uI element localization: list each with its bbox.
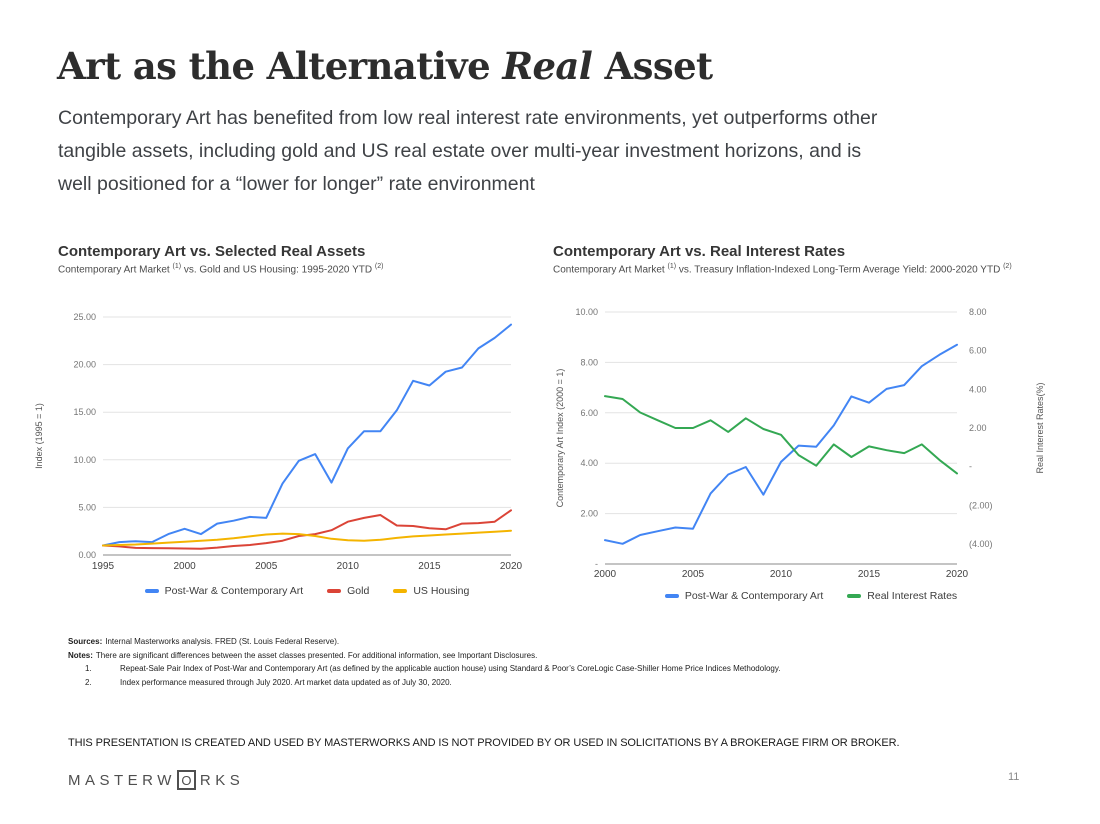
legend-swatch [327, 589, 342, 594]
footnote-ref-1: (1) [667, 263, 677, 270]
x-axis-tick-label: 2000 [173, 561, 196, 572]
x-axis-tick-label: 1995 [92, 561, 115, 572]
y-axis-tick-label: 8.00 [580, 358, 598, 368]
y-axis-tick-label: 15.00 [73, 408, 96, 418]
chart-subtitle-text: vs. Treasury Inflation-Indexed Long-Term… [676, 264, 1004, 276]
x-axis-tick-label: 2020 [946, 569, 969, 580]
page-number: 11 [1008, 771, 1020, 783]
footnote-number: 2. [85, 677, 92, 687]
masterworks-logo: MASTERW O RKS [68, 770, 244, 790]
y-axis-tick-label: 10.00 [575, 307, 598, 317]
chart-subtitle: Contemporary Art Market (1) vs. Treasury… [553, 263, 1073, 275]
footnote-text: Index performance measured through July … [120, 677, 452, 687]
sources-text: Internal Masterworks analysis. FRED (St.… [105, 637, 340, 646]
right-axis-tick-label: 8.00 [969, 307, 987, 317]
chart-legend: Post-War & Contemporary Art Gold US Housin… [103, 585, 511, 597]
x-axis-tick-label: 2005 [255, 561, 278, 572]
disclaimer-text: THIS PRESENTATION IS CREATED AND USED BY… [68, 737, 900, 749]
logo-text-pre: MASTERW [68, 771, 176, 789]
sources-row: Sources: Internal Masterworks analysis. F… [68, 635, 1008, 649]
right-axis-tick-label: 6.00 [969, 346, 987, 356]
logo-text-post: RKS [199, 771, 245, 789]
intro-line-1: Contemporary Art has benefited from low … [58, 107, 878, 129]
slide-title-post: Asset [592, 44, 714, 88]
x-axis-tick-label: 2015 [418, 561, 441, 572]
intro-paragraph: Contemporary Art has benefited from low … [58, 102, 1038, 201]
right-axis-tick-label: 2.00 [969, 423, 987, 433]
legend-label: Post-War & Contemporary Art [164, 585, 304, 598]
line-chart-real-assets: 0.00 5.00 10.00 15.00 20.00 25.00 1995 2000 2005… [34, 312, 523, 572]
legend-label: Post-War & Contemporary Art [684, 590, 824, 603]
y-axis-tick-label: 2.00 [580, 509, 598, 519]
y-axis-tick-label: 25.00 [73, 312, 96, 322]
footnote-item: 1. Repeat-Sale Pair Index of Post-War and… [68, 662, 1008, 676]
legend-label: Gold [347, 585, 370, 598]
y-axis-tick-label: 5.00 [78, 503, 96, 513]
footnote-ref-2: (2) [374, 263, 384, 270]
intro-line-3: well positioned for a “lower for longer”… [58, 173, 535, 195]
logo-o: O [181, 772, 192, 788]
footnote-item: 2. Index performance measured through Jul… [68, 676, 1008, 690]
y-axis-tick-label: - [595, 559, 598, 569]
slide-title: Art as the Alternative Real Asset [57, 44, 713, 88]
legend-swatch [664, 594, 679, 599]
x-axis-tick-label: 2010 [337, 561, 360, 572]
chart-title: Contemporary Art vs. Real Interest Rates [553, 243, 846, 260]
legend-label: Real Interest Rates [867, 590, 958, 603]
legend-item: Gold [327, 585, 369, 597]
series-line [102, 323, 512, 547]
chart-subtitle-text: vs. Gold and US Housing: 1995-2020 YTD [181, 264, 375, 276]
series-line [604, 395, 958, 475]
chart-real-rates: Contemporary Art vs. Real Interest Rates… [553, 243, 1073, 602]
y-axis-title: Index (1995 = 1) [34, 403, 44, 469]
series-line [604, 344, 958, 546]
chart-subtitle: Contemporary Art Market (1) vs. Gold and… [58, 263, 535, 275]
notes-label: Notes: [68, 650, 93, 660]
legend-item: Post-War & Contemporary Art [664, 590, 824, 603]
footnotes: Sources: Internal Masterworks analysis. F… [68, 635, 1008, 689]
right-axis-tick-label: - [969, 462, 972, 472]
notes-row: Notes: There are significant differences … [68, 649, 1008, 663]
legend-swatch [393, 589, 408, 594]
y-axis-tick-label: 4.00 [580, 459, 598, 469]
notes-text: There are significant differences betwee… [95, 650, 538, 660]
y-axis-tick-label: 0.00 [78, 550, 96, 560]
chart-subtitle-text: Contemporary Art Market [553, 264, 668, 276]
chart-real-assets: Contemporary Art vs. Selected Real Asset… [30, 243, 535, 597]
x-axis-tick-label: 2020 [500, 561, 523, 572]
footnote-ref-1: (1) [172, 263, 182, 270]
right-axis-title: Real Interest Rates(%) [1035, 383, 1045, 474]
chart-legend: Post-War & Contemporary Art Real Interest… [605, 590, 1017, 602]
right-axis-tick-label: 4.00 [969, 385, 987, 395]
y-axis-title: Contemporary Art Index (2000 = 1) [555, 369, 565, 508]
right-axis-tick-label: (2.00) [969, 501, 993, 511]
legend-swatch [847, 594, 862, 599]
line-chart-real-rates: - 2.00 4.00 6.00 8.00 10.00 (4.00) (2.00) - 2.00 4… [555, 307, 1045, 580]
logo-o-box-icon: O [176, 770, 196, 790]
y-axis-tick-label: 6.00 [580, 408, 598, 418]
sources-label: Sources: [68, 637, 103, 646]
footnote-text: Repeat-Sale Pair Index of Post-War and C… [120, 664, 781, 673]
x-axis-tick-label: 2015 [858, 569, 881, 580]
legend-item: Post-War & Contemporary Art [144, 585, 304, 598]
legend-label: US Housing [413, 585, 470, 598]
legend-swatch [144, 589, 159, 594]
footnote-ref-2: (2) [1003, 263, 1012, 270]
y-axis-tick-label: 20.00 [73, 360, 96, 370]
x-axis-tick-label: 2005 [682, 569, 705, 580]
right-axis-tick-label: (4.00) [969, 539, 993, 549]
chart-subtitle-text: Contemporary Art Market [58, 264, 173, 276]
slide-title-italic: Real [502, 44, 593, 88]
legend-item: Real Interest Rates [847, 590, 957, 602]
x-axis-tick-label: 2000 [594, 569, 617, 580]
chart-title: Contemporary Art vs. Selected Real Asset… [58, 243, 366, 260]
series-line [102, 530, 512, 547]
slide-title-pre: Art as the Alternative [57, 44, 503, 88]
footnote-number: 1. [85, 664, 92, 673]
legend-item: US Housing [393, 585, 469, 597]
x-axis-tick-label: 2010 [770, 569, 793, 580]
intro-line-2: tangible assets, including gold and US r… [58, 140, 862, 162]
y-axis-tick-label: 10.00 [73, 455, 96, 465]
